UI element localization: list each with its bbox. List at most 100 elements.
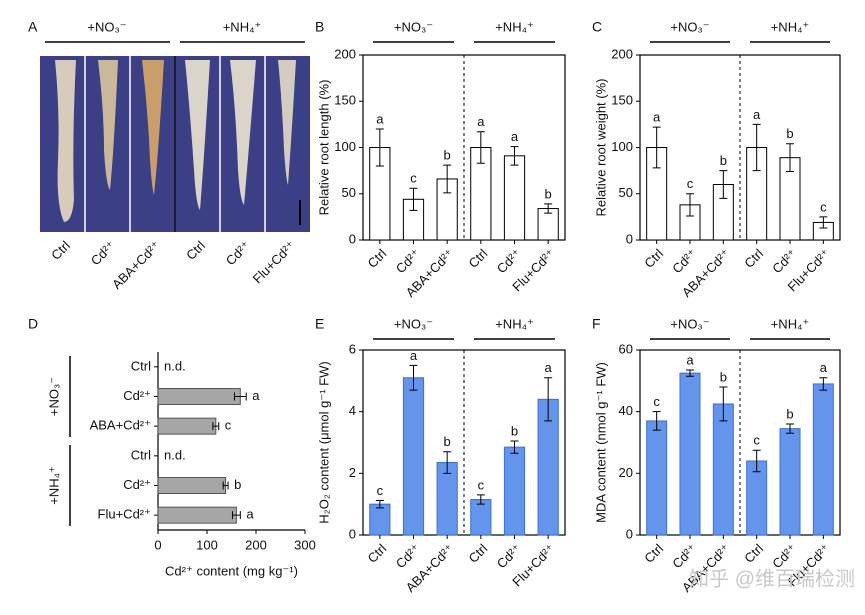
error-bar bbox=[375, 499, 384, 509]
significance-letter: b bbox=[786, 126, 793, 141]
y-axis-label: Relative root length (%) bbox=[316, 80, 331, 216]
y-tick-label: 50 bbox=[619, 185, 633, 200]
error-bar bbox=[819, 216, 828, 229]
error-bar bbox=[652, 411, 661, 431]
error-bar bbox=[686, 369, 694, 377]
y-tick-label: 150 bbox=[334, 93, 356, 108]
error-bar bbox=[443, 164, 452, 194]
y-tick-label: 200 bbox=[334, 46, 356, 61]
y-tick-label: 100 bbox=[611, 139, 633, 154]
error-bar bbox=[510, 146, 519, 166]
significance-letter: a bbox=[545, 360, 553, 375]
y-tick-label: 4 bbox=[349, 403, 356, 418]
root bbox=[230, 60, 256, 205]
bar bbox=[779, 428, 801, 536]
y-tick-label: Ctrl bbox=[131, 447, 151, 462]
error-bar bbox=[212, 422, 220, 431]
bar bbox=[712, 403, 734, 536]
significance-letter: b bbox=[720, 153, 727, 168]
y-tick-label: Flu+Cd²⁺ bbox=[98, 507, 151, 522]
significance-letter: a bbox=[820, 360, 828, 375]
significance-letter: c bbox=[410, 171, 417, 186]
bar-label: n.d. bbox=[164, 358, 186, 373]
root bbox=[142, 60, 164, 195]
bar bbox=[646, 420, 668, 536]
panel-label: A bbox=[28, 19, 38, 35]
group-label: +NH₄⁺ bbox=[771, 316, 810, 331]
error-bar bbox=[752, 449, 761, 473]
significance-letter: a bbox=[477, 114, 485, 129]
significance-letter: c bbox=[478, 477, 485, 492]
y-tick-label: 0 bbox=[626, 526, 633, 541]
error-bar bbox=[510, 440, 519, 454]
group-label: +NH₄⁺ bbox=[46, 466, 61, 505]
error-bar bbox=[686, 193, 694, 217]
y-tick-label: 0 bbox=[349, 526, 356, 541]
significance-letter: c bbox=[653, 394, 660, 409]
bar bbox=[402, 377, 425, 536]
significance-letter: c bbox=[753, 433, 760, 448]
bar-label: a bbox=[246, 507, 254, 522]
y-axis-label: MDA content (nmol g⁻¹ FW) bbox=[593, 362, 608, 523]
bar bbox=[470, 499, 492, 536]
error-bar bbox=[476, 494, 485, 505]
significance-letter: b bbox=[444, 148, 451, 163]
y-tick-label: 0 bbox=[349, 231, 356, 246]
y-tick-label: 60 bbox=[619, 341, 633, 356]
group-label: +NO₃⁻ bbox=[87, 19, 126, 34]
root bbox=[185, 60, 210, 210]
y-tick-label: 2 bbox=[349, 465, 356, 480]
bar bbox=[503, 155, 526, 241]
y-tick-label: 200 bbox=[611, 46, 633, 61]
significance-letter: a bbox=[376, 111, 384, 126]
significance-letter: a bbox=[410, 348, 418, 363]
error-bar bbox=[375, 128, 384, 167]
root bbox=[98, 60, 118, 190]
y-tick-label: 6 bbox=[349, 341, 356, 356]
error-bar bbox=[786, 143, 794, 173]
error-bar bbox=[443, 451, 452, 474]
y-tick-label: 50 bbox=[342, 185, 356, 200]
x-axis-label: Cd²⁺ content (mg kg⁻¹) bbox=[165, 563, 298, 578]
bar bbox=[369, 503, 391, 536]
watermark: 知乎 @维百瑞检测 bbox=[689, 567, 855, 590]
error-bar bbox=[752, 123, 761, 172]
group-label: +NH₄⁺ bbox=[495, 19, 534, 34]
bar bbox=[157, 506, 237, 524]
error-bar bbox=[409, 364, 418, 391]
significance-letter: b bbox=[545, 186, 552, 201]
error-bar bbox=[476, 131, 485, 164]
bar bbox=[503, 446, 526, 536]
bar bbox=[157, 417, 217, 435]
x-tick-label: 300 bbox=[294, 537, 316, 552]
y-tick-label: 20 bbox=[619, 465, 633, 480]
x-tick-label: 100 bbox=[196, 537, 218, 552]
root bbox=[55, 60, 76, 222]
bar bbox=[157, 477, 227, 494]
error-bar bbox=[222, 481, 229, 490]
y-tick-label: Cd²⁺ bbox=[123, 388, 151, 403]
y-tick-label: 40 bbox=[619, 403, 633, 418]
panel-label: B bbox=[315, 19, 324, 35]
y-tick-label: Ctrl bbox=[131, 358, 151, 373]
group-label: +NO₃⁻ bbox=[394, 19, 433, 34]
group-label: +NO₃⁻ bbox=[46, 377, 61, 416]
group-label: +NH₄⁺ bbox=[495, 316, 534, 331]
y-tick-label: 150 bbox=[611, 93, 633, 108]
error-bar bbox=[544, 203, 553, 214]
error-bar bbox=[786, 423, 794, 434]
y-tick-label: Cd²⁺ bbox=[123, 477, 151, 492]
x-tick-label: 0 bbox=[154, 537, 161, 552]
group-label: +NO₃⁻ bbox=[670, 19, 709, 34]
error-bar bbox=[231, 511, 241, 520]
error-bar bbox=[719, 170, 728, 199]
significance-letter: a bbox=[686, 352, 694, 367]
panel-label: C bbox=[592, 19, 602, 35]
significance-letter: c bbox=[687, 176, 694, 191]
panel-label: F bbox=[592, 316, 601, 332]
significance-letter: a bbox=[511, 129, 519, 144]
error-bar bbox=[409, 187, 418, 211]
bar-label: a bbox=[252, 388, 260, 403]
significance-letter: b bbox=[511, 423, 518, 438]
